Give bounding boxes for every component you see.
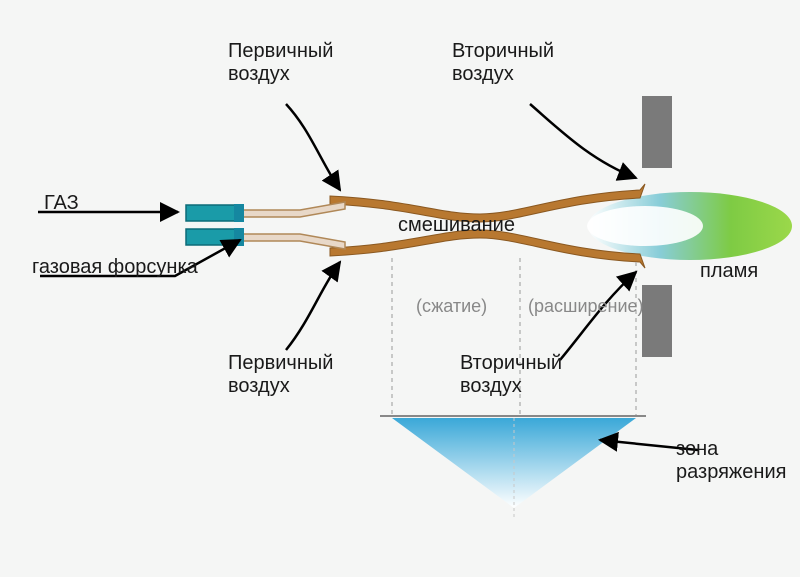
label-secondary-air-bottom: Вторичный воздух [460, 352, 562, 398]
gas-nozzle-body [186, 204, 244, 246]
label-gas: ГАЗ [44, 192, 79, 215]
label-mixing: смешивание [398, 214, 515, 237]
label-flame: пламя [700, 260, 758, 283]
label-compression: (сжатие) [416, 296, 487, 317]
gas-nozzle-tubes [240, 202, 345, 249]
label-expansion: (расширение) [528, 296, 644, 317]
baffle-top [642, 96, 672, 168]
label-vacuum-zone: зона разряжения [676, 438, 786, 484]
label-primary-air-bottom: Первичный воздух [228, 352, 333, 398]
label-secondary-air-top: Вторичный воздух [452, 40, 554, 86]
label-gas-nozzle: газовая форсунка [32, 256, 198, 279]
flame-shape [587, 192, 792, 260]
baffle-bottom [642, 285, 672, 357]
label-primary-air-top: Первичный воздух [228, 40, 333, 86]
